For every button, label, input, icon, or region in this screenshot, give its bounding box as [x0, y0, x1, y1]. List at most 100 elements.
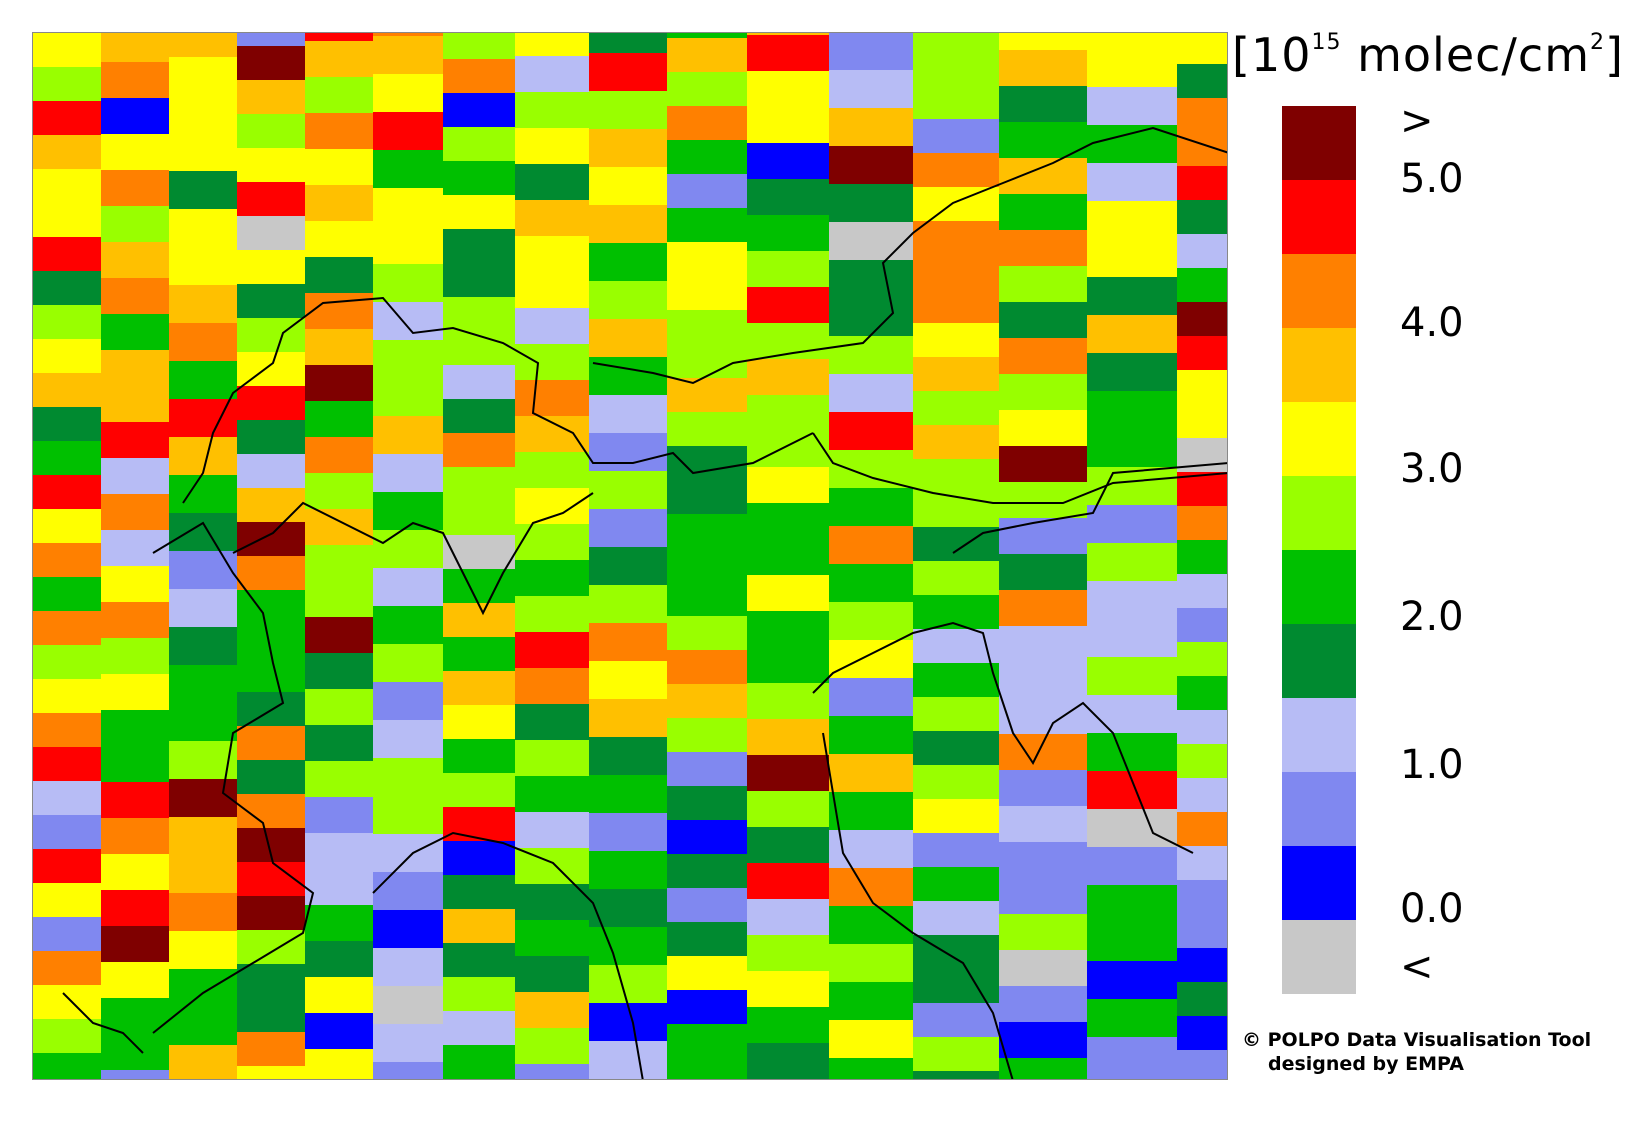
- data-pixel: [33, 577, 102, 612]
- ligurian-coast: [372, 831, 644, 1079]
- data-pixel: [373, 36, 444, 75]
- data-pixel: [33, 679, 102, 714]
- data-pixel: [913, 731, 1000, 766]
- data-pixel: [33, 67, 102, 102]
- data-pixel: [169, 57, 238, 96]
- data-pixel: [1087, 885, 1178, 924]
- data-pixel: [913, 357, 1000, 392]
- data-pixel: [305, 329, 374, 366]
- italy-east-coast: [822, 732, 1014, 1079]
- data-pixel: [237, 726, 306, 761]
- data-pixel: [747, 215, 830, 252]
- data-pixel: [443, 739, 516, 774]
- data-pixel: [101, 602, 170, 639]
- data-pixel: [999, 50, 1088, 87]
- data-pixel: [443, 603, 516, 638]
- italy-swiss-border: [232, 492, 594, 616]
- data-pixel: [1087, 1037, 1178, 1076]
- data-pixel: [305, 293, 374, 330]
- data-pixel: [1177, 880, 1227, 915]
- data-pixel: [305, 149, 374, 186]
- data-pixel: [237, 658, 306, 693]
- data-pixel: [1087, 847, 1178, 886]
- data-pixel: [667, 140, 748, 175]
- data-pixel: [237, 148, 306, 183]
- colorbar-label-3: 3.0: [1400, 446, 1464, 492]
- data-pixel: [33, 475, 102, 510]
- colorbar-label-0: 0.0: [1400, 886, 1464, 932]
- data-pixel: [305, 617, 374, 654]
- data-pixel: [589, 927, 668, 966]
- data-pixel: [913, 459, 1000, 494]
- data-pixel: [515, 128, 590, 165]
- data-pixel: [829, 108, 914, 147]
- credit-line-1: © POLPO Data Visualisation Tool: [1242, 1029, 1592, 1051]
- colorbar-label-1: 1.0: [1400, 742, 1464, 788]
- data-pixel: [667, 38, 748, 73]
- data-pixel: [305, 113, 374, 150]
- data-pixel: [747, 575, 830, 612]
- data-pixel: [515, 992, 590, 1029]
- colorbar: [1282, 106, 1356, 994]
- data-pixel: [515, 740, 590, 777]
- data-pixel: [169, 589, 238, 628]
- data-pixel: [667, 514, 748, 549]
- data-pixel: [999, 86, 1088, 123]
- data-pixel: [305, 77, 374, 114]
- data-pixel: [1177, 574, 1227, 609]
- alps-border: [812, 432, 1227, 504]
- data-pixel: [373, 910, 444, 949]
- data-pixel: [443, 535, 516, 570]
- data-pixel: [101, 494, 170, 531]
- data-pixel: [589, 1079, 668, 1080]
- data-pixel: [443, 161, 516, 196]
- data-pixel: [237, 896, 306, 931]
- data-pixel: [589, 243, 668, 282]
- data-pixel: [999, 230, 1088, 267]
- data-pixel: [667, 276, 748, 311]
- data-pixel: [443, 501, 516, 536]
- data-pixel: [373, 74, 444, 113]
- data-pixel: [747, 35, 830, 72]
- data-pixel: [1177, 812, 1227, 847]
- data-pixel: [515, 344, 590, 381]
- data-pixel: [373, 606, 444, 645]
- data-pixel: [169, 665, 238, 704]
- data-pixel: [589, 433, 668, 472]
- data-pixel: [999, 302, 1088, 339]
- data-pixel: [305, 797, 374, 834]
- data-pixel: [443, 705, 516, 740]
- data-pixel: [999, 806, 1088, 843]
- data-pixel: [1177, 1016, 1227, 1051]
- data-pixel: [667, 1024, 748, 1059]
- data-pixel: [305, 869, 374, 906]
- data-pixel: [1177, 608, 1227, 643]
- data-pixel: [101, 458, 170, 495]
- data-pixel: [101, 1070, 170, 1079]
- data-pixel: [747, 143, 830, 180]
- data-pixel: [1177, 676, 1227, 711]
- data-pixel: [305, 653, 374, 690]
- data-pixel: [667, 922, 748, 957]
- data-pixel: [515, 452, 590, 489]
- colorbar-swatch: [1282, 106, 1356, 180]
- data-pixel: [829, 1058, 914, 1079]
- map-panel[interactable]: [32, 32, 1228, 1080]
- data-pixel: [829, 1020, 914, 1059]
- data-pixel: [829, 450, 914, 489]
- colorbar-swatch: [1282, 254, 1356, 328]
- data-pixel: [913, 663, 1000, 698]
- data-pixel: [747, 935, 830, 972]
- data-pixel: [1087, 49, 1178, 88]
- data-pixel: [237, 454, 306, 489]
- data-pixel: [1087, 733, 1178, 772]
- data-pixel: [913, 85, 1000, 120]
- data-pixel: [305, 41, 374, 78]
- data-pixel: [667, 412, 748, 447]
- data-pixel: [515, 308, 590, 345]
- data-pixel: [237, 760, 306, 795]
- data-pixel: [667, 820, 748, 855]
- data-pixel: [1087, 657, 1178, 696]
- data-pixel: [747, 863, 830, 900]
- data-pixel: [373, 720, 444, 759]
